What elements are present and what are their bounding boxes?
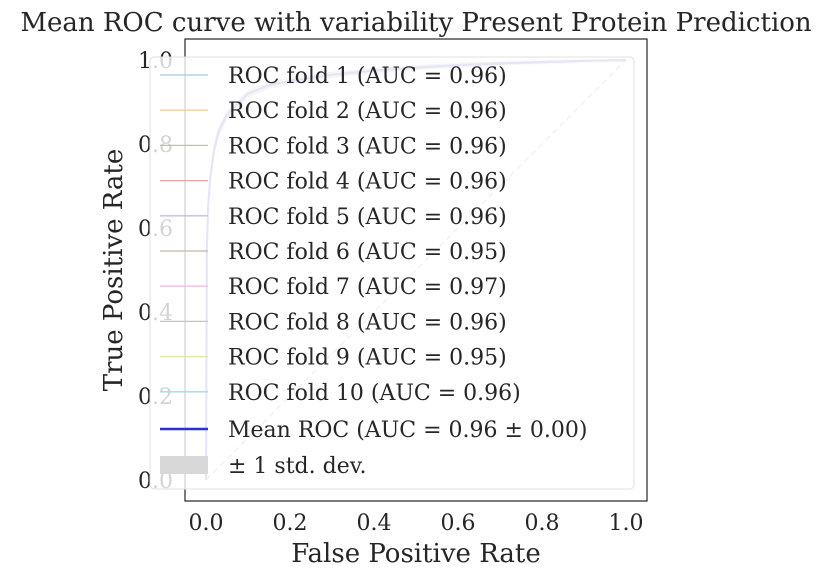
y-axis-label: True Positive Rate: [99, 149, 129, 392]
x-tick-label: 0.0: [189, 511, 224, 536]
x-axis-label: False Positive Rate: [291, 539, 540, 569]
legend-label-band: ± 1 std. dev.: [228, 454, 367, 479]
legend-label-fold-8: ROC fold 8 (AUC = 0.96): [228, 310, 507, 335]
legend-label-fold-3: ROC fold 3 (AUC = 0.96): [228, 134, 507, 159]
x-tick-label: 0.4: [357, 511, 392, 536]
legend-label-fold-9: ROC fold 9 (AUC = 0.95): [228, 346, 507, 371]
legend-label-fold-5: ROC fold 5 (AUC = 0.96): [228, 205, 507, 230]
x-tick-label: 0.8: [525, 511, 560, 536]
legend-label-fold-6: ROC fold 6 (AUC = 0.95): [228, 240, 507, 265]
x-tick-label: 0.2: [273, 511, 308, 536]
legend-box: [149, 56, 635, 490]
legend-label-fold-1: ROC fold 1 (AUC = 0.96): [228, 64, 507, 89]
legend: ROC fold 1 (AUC = 0.96) ROC fold 2 (AUC =…: [149, 56, 635, 490]
x-tick-label: 1.0: [609, 511, 644, 536]
chart-title: Mean ROC curve with variability Present …: [20, 8, 812, 38]
legend-swatch-band: [160, 456, 208, 474]
legend-label-fold-10: ROC fold 10 (AUC = 0.96): [228, 381, 521, 406]
legend-label-fold-2: ROC fold 2 (AUC = 0.96): [228, 99, 507, 124]
x-tick-label: 0.6: [441, 511, 476, 536]
legend-label-fold-4: ROC fold 4 (AUC = 0.96): [228, 170, 507, 195]
legend-label-mean: Mean ROC (AUC = 0.96 ± 0.00): [228, 418, 588, 443]
legend-label-fold-7: ROC fold 7 (AUC = 0.97): [228, 275, 507, 300]
